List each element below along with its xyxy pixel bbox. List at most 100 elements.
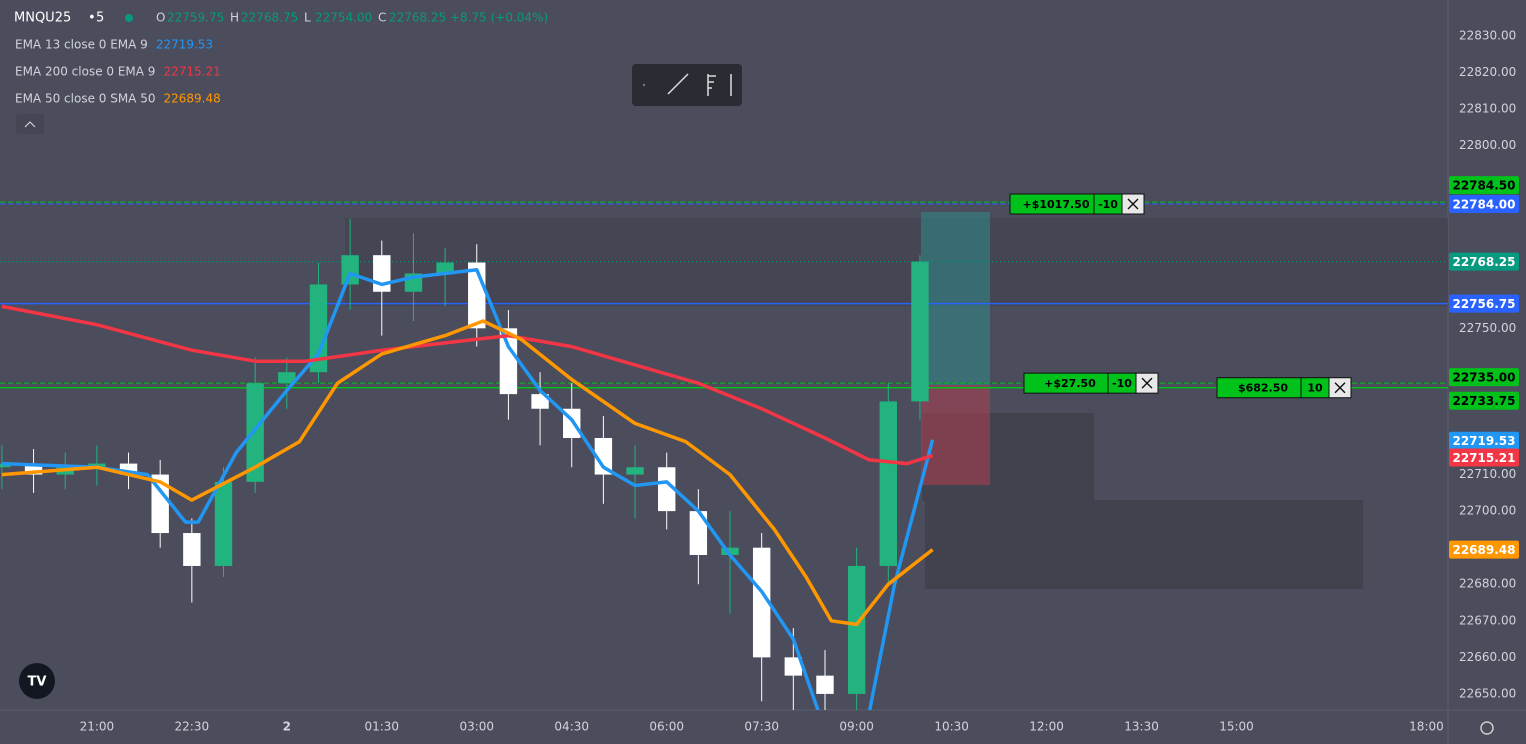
candle-body	[911, 261, 929, 402]
price-label-box	[1449, 540, 1519, 559]
order-pnl: +$1017.50	[1023, 198, 1090, 211]
price-label-box	[1449, 176, 1519, 195]
y-tick-label: 22700.00	[1459, 504, 1516, 518]
order-pnl: +$27.50	[1044, 377, 1096, 390]
y-tick-label: 22800.00	[1459, 138, 1516, 152]
y-tick-label: 22710.00	[1459, 467, 1516, 481]
x-tick-label: 09:00	[839, 720, 874, 734]
candle-body	[879, 401, 898, 566]
price-label: 22735.00	[1452, 371, 1515, 385]
price-label: 22756.75	[1452, 297, 1515, 311]
x-tick-label: 13:30	[1124, 720, 1159, 734]
legend-value: 22689.48	[163, 92, 220, 106]
overlay: TV • 22830.00 22820.00 22810.00 22800.00 227…	[14, 11, 1519, 735]
ohlc-value: 22754.00	[315, 11, 372, 25]
price-label: 22715.21	[1452, 451, 1515, 465]
ma-line	[1, 304, 934, 466]
fib-tool[interactable]	[707, 74, 732, 96]
candle-body	[816, 675, 834, 694]
legend-value: 22715.21	[163, 65, 220, 79]
legend-name[interactable]: EMA 200 close 0 EMA 9	[15, 65, 155, 79]
y-tick-label: 22650.00	[1459, 686, 1516, 700]
order-qty: -10	[1098, 198, 1118, 211]
price-label-box	[1449, 448, 1519, 467]
candle-body	[278, 372, 296, 384]
x-tick-label: 21:00	[80, 720, 115, 734]
candle-body	[341, 255, 359, 285]
candle-body	[594, 437, 613, 475]
candle-body	[246, 383, 264, 482]
x-tick-label: 06:00	[649, 720, 684, 734]
y-tick-label: 22750.00	[1459, 321, 1516, 335]
price-label-box	[1449, 431, 1519, 450]
legend-name[interactable]: EMA 13 close 0 EMA 9	[15, 38, 148, 52]
ohlc-key: C	[378, 11, 386, 25]
price-label: 22768.25	[1452, 255, 1515, 269]
order-close-icon	[1334, 382, 1346, 394]
candle-body	[657, 467, 676, 512]
price-label: 22719.53	[1452, 434, 1515, 448]
ohlc-key: H	[230, 11, 239, 25]
y-tick-label: 22660.00	[1459, 650, 1516, 664]
settings-icon[interactable]	[1480, 721, 1494, 735]
candle-body	[847, 565, 866, 694]
order-qty: 10	[1307, 382, 1323, 395]
ohlc-value: 22768.75	[241, 11, 298, 25]
price-label-box	[1449, 391, 1519, 410]
candle-body	[119, 463, 138, 475]
order-qty: -10	[1112, 377, 1132, 390]
drag-handle[interactable]	[642, 83, 646, 87]
price-label: 22784.50	[1452, 179, 1515, 193]
x-tick-label: 10:30	[934, 720, 969, 734]
legend-value: 22719.53	[156, 38, 213, 52]
shaded-zone	[925, 500, 1363, 589]
x-tick-label: 18:00	[1409, 720, 1444, 734]
collapse-icon	[24, 121, 36, 128]
candle-body	[151, 474, 169, 534]
candle-body	[183, 533, 201, 566]
order-badge[interactable]: +$1017.50 -10	[1009, 193, 1145, 215]
y-tick-label: 22670.00	[1459, 613, 1516, 627]
price-label: 22689.48	[1452, 543, 1515, 557]
price-label-box	[1449, 252, 1519, 271]
status-dot	[125, 14, 133, 22]
ohlc-change: +8.75 (+0.04%)	[450, 11, 548, 25]
ohlc-value: 22759.75	[167, 11, 224, 25]
price-label-box	[1449, 195, 1519, 214]
order-badge[interactable]: +$27.50 -10	[1023, 372, 1159, 394]
candle-body	[309, 284, 328, 373]
x-tick-label: 15:00	[1219, 720, 1254, 734]
order-close-icon	[1127, 198, 1139, 210]
ma-line	[1, 268, 935, 710]
separator: •	[88, 11, 96, 26]
candle-body	[784, 657, 803, 676]
y-tick-label: 22810.00	[1459, 101, 1516, 115]
candle-body	[214, 481, 233, 566]
order-pnl: $682.50	[1238, 382, 1288, 395]
price-label-box	[1449, 368, 1519, 387]
legend-name[interactable]: EMA 50 close 0 SMA 50	[15, 92, 155, 106]
collapse-legend[interactable]	[16, 114, 44, 134]
target-zone	[921, 212, 990, 385]
candle-body	[531, 394, 549, 409]
tv-logo[interactable]	[19, 663, 55, 699]
ma-line	[1, 319, 934, 627]
plot	[0, 201, 1448, 710]
price-label-box	[1449, 294, 1519, 313]
ohlc-key: O	[156, 11, 165, 25]
price-label: 22733.75	[1452, 394, 1515, 408]
stop-zone	[921, 385, 990, 485]
x-tick-label: 03:00	[459, 720, 494, 734]
y-tick-label: 22830.00	[1459, 28, 1516, 42]
drawing-toolbar[interactable]	[632, 64, 742, 106]
x-tick-label: 01:30	[364, 720, 399, 734]
candle-body	[499, 328, 518, 395]
candle-body	[752, 547, 771, 658]
trend-line-tool[interactable]	[667, 73, 689, 95]
symbol: MNQU25	[14, 11, 71, 26]
candle-body	[721, 547, 739, 555]
x-tick-label: 04:30	[554, 720, 589, 734]
order-badge[interactable]: $682.50 10	[1216, 377, 1352, 399]
x-tick-label: 22:30	[175, 720, 210, 734]
